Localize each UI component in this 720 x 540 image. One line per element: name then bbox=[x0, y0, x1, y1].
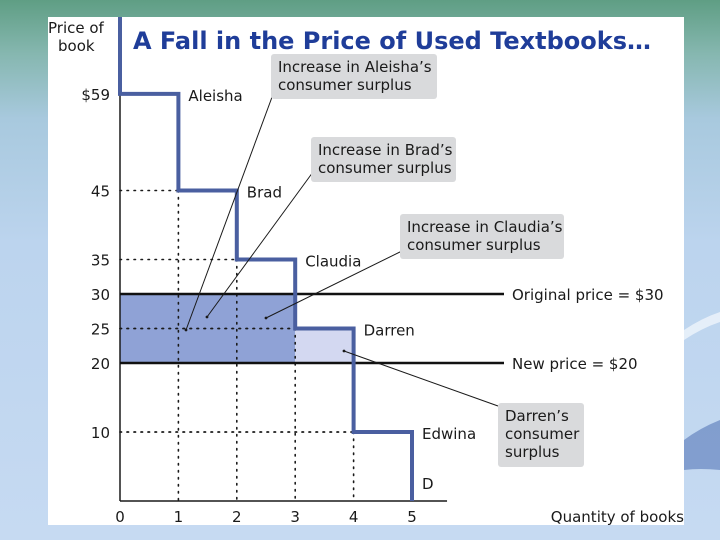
buyer-label-brad: Brad bbox=[247, 184, 282, 202]
callout-leader-3 bbox=[264, 248, 407, 320]
y-axis-title-line-2: book bbox=[58, 37, 95, 55]
callout-1-line-2: consumer surplus bbox=[278, 76, 412, 94]
callout-1-line-1: Increase in Aleisha’s bbox=[278, 58, 432, 76]
x-tick-3: 3 bbox=[290, 508, 300, 525]
demand-curve bbox=[118, 17, 414, 501]
chart-title: A Fall in the Price of Used Textbooks… bbox=[133, 27, 651, 55]
callout-2-line-1: Increase in Brad’s bbox=[318, 141, 453, 159]
x-tick-0: 0 bbox=[115, 508, 125, 525]
x-axis-title: Quantity of books bbox=[551, 508, 684, 525]
x-tick-4: 4 bbox=[349, 508, 359, 525]
buyer-label-aleisha: Aleisha bbox=[188, 87, 242, 105]
y-axis-title-line-1: Price of bbox=[48, 19, 105, 37]
callout-box-1 bbox=[271, 54, 437, 99]
y-tick-45: 45 bbox=[91, 183, 110, 201]
callout-4-line-1: Darren’s bbox=[505, 407, 569, 425]
buyer-label-darren: Darren bbox=[364, 322, 415, 340]
y-tick-30: 30 bbox=[91, 286, 110, 304]
x-tick-5: 5 bbox=[407, 508, 417, 525]
original-price-label: Original price = $30 bbox=[512, 286, 664, 304]
callout-leader-4 bbox=[342, 349, 499, 407]
callout-box-4 bbox=[498, 403, 584, 467]
y-tick-20: 20 bbox=[91, 355, 110, 373]
y-tick-35: 35 bbox=[91, 252, 110, 270]
buyer-label-claudia: Claudia bbox=[305, 253, 361, 271]
callout-box-3 bbox=[400, 214, 564, 259]
y-tick-59: $59 bbox=[81, 86, 110, 104]
y-tick-25: 25 bbox=[91, 321, 110, 339]
buyer-label-edwina: Edwina bbox=[422, 425, 476, 443]
callout-2-line-2: consumer surplus bbox=[318, 159, 452, 177]
callout-3-line-1: Increase in Claudia’s bbox=[407, 218, 563, 236]
callout-4-line-3: surplus bbox=[505, 443, 560, 461]
x-tick-1: 1 bbox=[174, 508, 184, 525]
callout-leader-2 bbox=[205, 171, 314, 319]
callout-3-line-2: consumer surplus bbox=[407, 236, 541, 254]
callout-leader-1 bbox=[184, 88, 276, 332]
new-price-label: New price = $20 bbox=[512, 355, 638, 373]
y-tick-10: 10 bbox=[91, 424, 110, 442]
darren-surplus-region bbox=[295, 328, 354, 363]
callout-box-2 bbox=[311, 137, 456, 182]
callout-4-line-2: consumer bbox=[505, 425, 580, 443]
demand-label: D bbox=[422, 475, 434, 493]
chart-panel: Increase in Aleisha’s consumer surplus Inc… bbox=[48, 17, 684, 525]
x-tick-2: 2 bbox=[232, 508, 242, 525]
